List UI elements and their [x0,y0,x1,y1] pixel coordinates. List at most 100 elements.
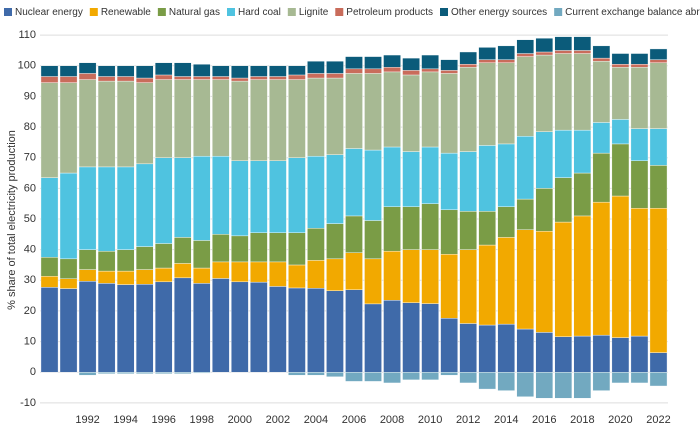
bar-segment [573,372,592,399]
legend-swatch [4,8,12,16]
bar-segment [154,62,173,76]
bar-segment [440,209,458,255]
bar-segment [478,324,496,373]
legend-swatch [227,8,235,16]
bar-segment [383,146,401,207]
bar-segment [592,57,611,62]
bar-segment [573,36,592,51]
bar-segment [154,79,173,158]
bar-segment [250,232,268,263]
legend-swatch [89,8,98,16]
bar-segment [440,318,458,373]
bar-segment [459,249,477,324]
bar-segment [173,79,192,158]
bar-segment [421,249,439,304]
bar-segment [364,56,382,70]
bar-segment [421,71,439,148]
bar-segment [345,215,363,253]
legend-label: Other energy sources [451,7,547,18]
bar-segment [116,284,135,373]
bar-segment [78,166,97,250]
bar-segment [345,289,363,373]
bar-segment [192,155,211,241]
bar-segment [554,36,573,51]
bar-segment [364,149,382,221]
bar-segment [212,234,230,263]
legend-swatch [157,8,166,16]
x-tick-label: 2018 [570,414,594,426]
bar-segment [173,277,192,373]
bar-segment [497,143,516,207]
bar-segment [592,60,611,123]
bar-segment [173,372,192,374]
bar-segment [173,263,192,279]
bar-segment [345,148,363,217]
legend-swatch [335,8,344,16]
bar-segment [250,261,268,283]
bar-segment [250,65,268,77]
bar-segment [269,261,287,287]
bar-segment [402,372,420,381]
bar-segment [649,208,668,353]
bar-segment [288,157,306,233]
bar-segment [307,77,325,157]
x-tick-label: 2008 [380,414,404,426]
legend-swatch [287,8,296,16]
bar-segment [611,64,630,68]
bar-segment [97,76,116,82]
bar-segment [212,261,230,279]
bar-segment [135,65,154,79]
bar-segment [345,73,363,149]
bar-segment [78,62,97,74]
bar-segment [478,372,496,390]
legend-label: Hard coal [238,7,281,18]
bar-segment [173,76,192,80]
bar-segment [383,250,401,301]
bar-segment [212,278,230,373]
bar-segment [97,270,116,284]
y-tick-label: 0 [30,366,36,378]
bar-segment [364,220,382,260]
bar-segment [154,372,173,374]
y-tick-label: 20 [24,305,36,317]
bar-segment [307,60,325,74]
bar-segment [59,258,78,279]
bar-segment [192,64,211,77]
x-tick-label: 2014 [494,414,518,426]
bar-segment [554,177,573,223]
bar-segment [478,59,496,63]
bar-segment [516,372,535,397]
x-tick-label: 2012 [456,414,480,426]
bar-segment [326,77,344,155]
bar-segment [402,74,420,152]
bar-segment [592,45,611,59]
y-tick-label: 80 [24,121,36,133]
bar-segment [649,165,668,209]
bar-segment [421,303,439,373]
bar-segment [535,37,554,53]
bar-segment [135,163,154,247]
bar-segment [402,249,420,303]
bar-segment [364,372,382,382]
bar-segment [573,335,592,373]
bar-segment [116,270,135,285]
bar-segment [40,65,59,77]
bar-segment [459,67,477,152]
bar-segment [345,56,363,70]
bar-segment [231,281,249,373]
bar-segment [535,131,554,189]
bar-segment [383,71,401,148]
bar-segment [192,372,211,374]
bar-segment [535,188,554,232]
y-tick-label: 50 [24,213,36,225]
bar-segment [40,82,59,178]
bar-segment [307,155,325,229]
bar-segment [630,208,649,337]
bar-segment [78,73,97,80]
bar-segment [192,240,211,269]
bar-segment [630,67,649,129]
bar-segment [402,151,420,207]
y-tick-label: 100 [18,60,36,72]
bar-segment [192,76,211,80]
bar-segment [345,68,363,74]
